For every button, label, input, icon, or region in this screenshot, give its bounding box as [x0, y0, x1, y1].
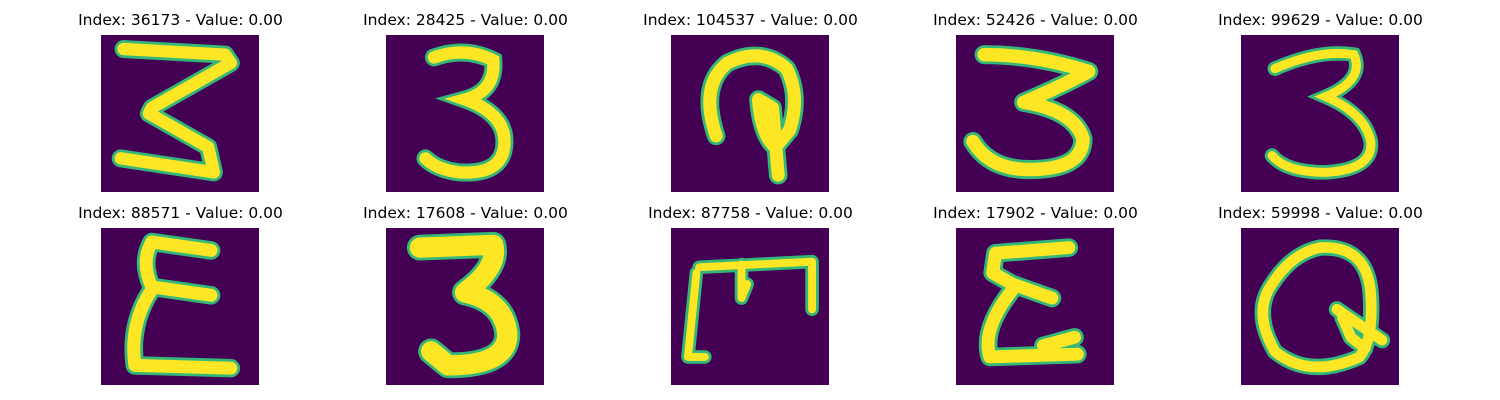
panel-title: Index: 88571 - Value: 0.00: [78, 204, 283, 222]
panel-title: Index: 17902 - Value: 0.00: [933, 204, 1138, 222]
digit-image: [1241, 228, 1399, 385]
panel-title: Index: 87758 - Value: 0.00: [648, 204, 853, 222]
m-bracket-shape-glyph: [671, 228, 829, 385]
panel-title: Index: 36173 - Value: 0.00: [78, 11, 283, 29]
panel-4: Index: 52426 - Value: 0.00: [893, 0, 1178, 192]
panel-title: Index: 28425 - Value: 0.00: [363, 11, 568, 29]
digit-image: [101, 228, 259, 385]
digit-3-round-glyph: [386, 35, 544, 192]
panel-title: Index: 17608 - Value: 0.00: [363, 204, 568, 222]
panel-title: Index: 59998 - Value: 0.00: [1218, 204, 1423, 222]
panel-10: Index: 59998 - Value: 0.00: [1178, 193, 1463, 385]
panel-3: Index: 104537 - Value: 0.00: [608, 0, 893, 192]
panel-title: Index: 99629 - Value: 0.00: [1218, 11, 1423, 29]
digit-image: [956, 35, 1114, 192]
digit-image: [671, 228, 829, 385]
digit-3-thin-glyph: [1241, 35, 1399, 192]
panel-1: Index: 36173 - Value: 0.00: [38, 0, 323, 192]
digit-image: [386, 228, 544, 385]
panel-5: Index: 99629 - Value: 0.00: [1178, 0, 1463, 192]
panel-2: Index: 28425 - Value: 0.00: [323, 0, 608, 192]
panel-title: Index: 104537 - Value: 0.00: [643, 11, 858, 29]
digit-image: [956, 228, 1114, 385]
digit-image: [1241, 35, 1399, 192]
digit-3-wide-glyph: [956, 35, 1114, 192]
loop-hook-glyph: [671, 35, 829, 192]
digit-3-sharp-glyph: [101, 35, 259, 192]
epsilon-tail-glyph: [956, 228, 1114, 385]
panel-title: Index: 52426 - Value: 0.00: [933, 11, 1138, 29]
digit-image: [671, 35, 829, 192]
panel-6: Index: 88571 - Value: 0.00: [38, 193, 323, 385]
q-loop-shape-glyph: [1241, 228, 1399, 385]
panel-7: Index: 17608 - Value: 0.00: [323, 193, 608, 385]
panel-9: Index: 17902 - Value: 0.00: [893, 193, 1178, 385]
digit-image: [101, 35, 259, 192]
digit-image: [386, 35, 544, 192]
panel-8: Index: 87758 - Value: 0.00: [608, 193, 893, 385]
epsilon-shape-glyph: [101, 228, 259, 385]
digit-3-bold-glyph: [386, 228, 544, 385]
